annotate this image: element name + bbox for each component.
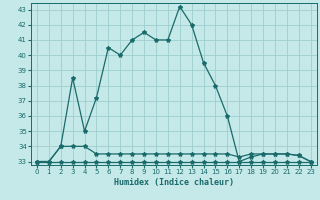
- X-axis label: Humidex (Indice chaleur): Humidex (Indice chaleur): [114, 178, 234, 187]
